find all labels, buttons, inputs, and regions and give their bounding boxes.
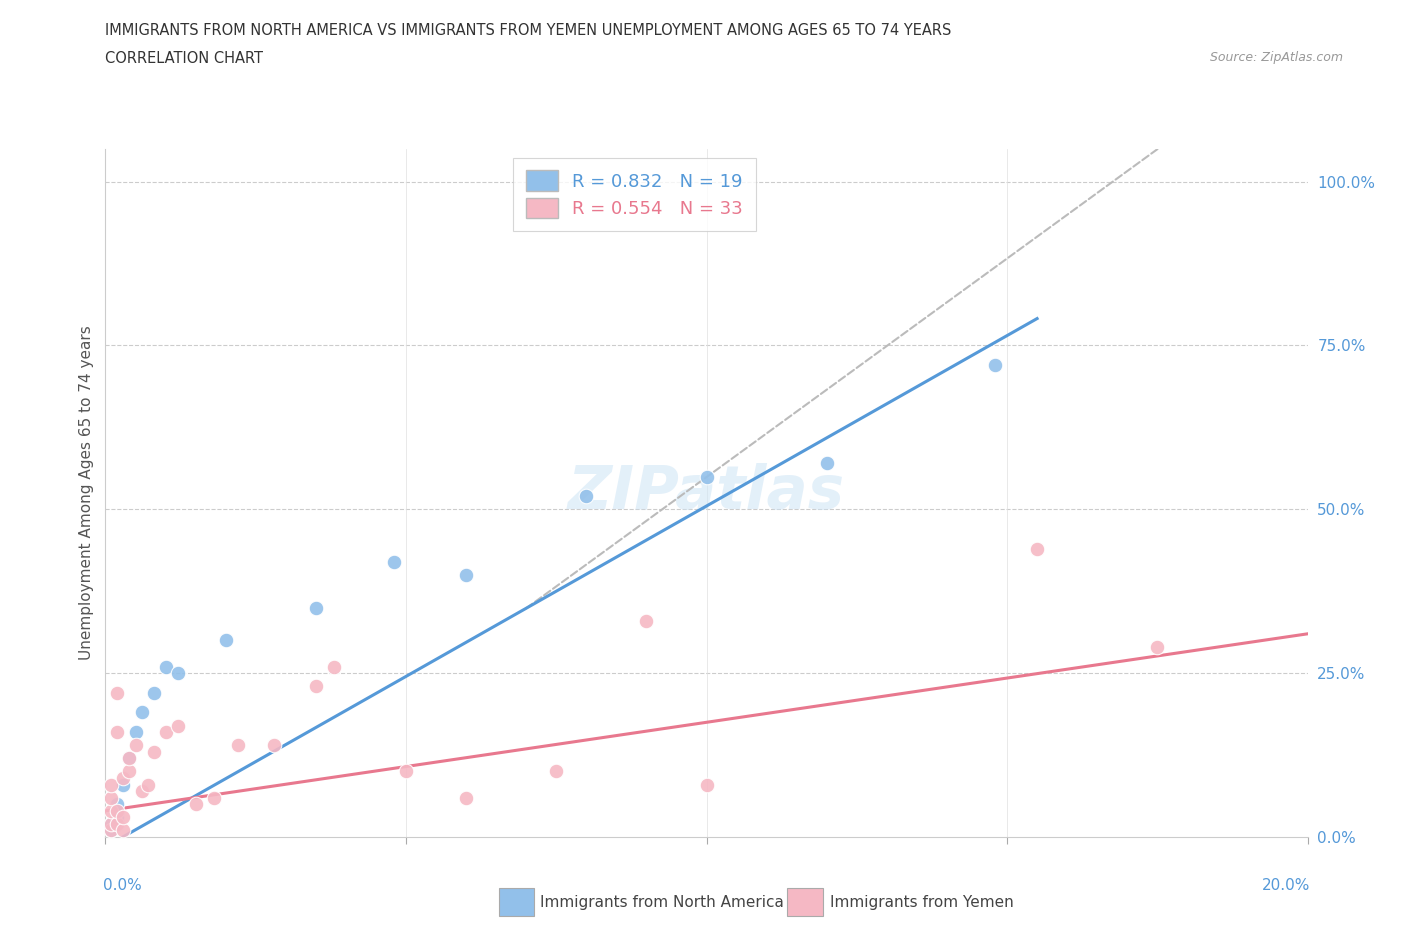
- Point: [100, 823, 122, 838]
- Point: [107, 797, 129, 812]
- Point: [1146, 640, 1168, 655]
- Point: [305, 600, 328, 615]
- Point: [112, 823, 135, 838]
- Point: [815, 456, 838, 471]
- Point: [100, 817, 122, 831]
- Point: [575, 489, 598, 504]
- Point: [305, 679, 328, 694]
- Point: [124, 737, 146, 752]
- Point: [142, 685, 165, 700]
- Point: [214, 633, 236, 648]
- Text: Source: ZipAtlas.com: Source: ZipAtlas.com: [1209, 51, 1343, 64]
- Point: [124, 724, 146, 739]
- Text: 0.0%: 0.0%: [103, 878, 142, 894]
- Text: ZIPatlas: ZIPatlas: [568, 463, 845, 523]
- Point: [382, 554, 405, 569]
- Point: [696, 777, 718, 792]
- Point: [100, 804, 122, 818]
- Point: [322, 659, 344, 674]
- Point: [100, 790, 122, 805]
- Point: [107, 804, 129, 818]
- Point: [263, 737, 285, 752]
- Text: IMMIGRANTS FROM NORTH AMERICA VS IMMIGRANTS FROM YEMEN UNEMPLOYMENT AMONG AGES 6: IMMIGRANTS FROM NORTH AMERICA VS IMMIGRA…: [105, 23, 952, 38]
- Point: [100, 823, 122, 838]
- Point: [696, 469, 718, 484]
- Point: [118, 764, 141, 779]
- Point: [118, 751, 141, 765]
- Y-axis label: Unemployment Among Ages 65 to 74 years: Unemployment Among Ages 65 to 74 years: [79, 326, 94, 660]
- Point: [454, 790, 477, 805]
- Point: [184, 797, 207, 812]
- Point: [118, 751, 141, 765]
- Point: [131, 784, 153, 799]
- Point: [226, 737, 249, 752]
- Point: [395, 764, 418, 779]
- Point: [454, 567, 477, 582]
- Point: [112, 771, 135, 786]
- Point: [984, 358, 1007, 373]
- Point: [166, 718, 188, 733]
- Text: Immigrants from North America: Immigrants from North America: [540, 895, 783, 910]
- Point: [131, 705, 153, 720]
- Point: [155, 724, 177, 739]
- Text: CORRELATION CHART: CORRELATION CHART: [105, 51, 263, 66]
- Point: [107, 685, 129, 700]
- Text: Immigrants from Yemen: Immigrants from Yemen: [830, 895, 1014, 910]
- Point: [107, 810, 129, 825]
- Point: [155, 659, 177, 674]
- Point: [636, 613, 658, 628]
- Legend: R = 0.832   N = 19, R = 0.554   N = 33: R = 0.832 N = 19, R = 0.554 N = 33: [513, 158, 756, 232]
- Point: [202, 790, 225, 805]
- Point: [100, 777, 122, 792]
- Point: [112, 777, 135, 792]
- Point: [1026, 541, 1049, 556]
- Point: [166, 666, 188, 681]
- Point: [107, 817, 129, 831]
- Point: [136, 777, 159, 792]
- Point: [107, 724, 129, 739]
- Point: [100, 817, 122, 831]
- Point: [142, 744, 165, 759]
- Point: [546, 764, 568, 779]
- Point: [112, 810, 135, 825]
- Text: 20.0%: 20.0%: [1261, 878, 1310, 894]
